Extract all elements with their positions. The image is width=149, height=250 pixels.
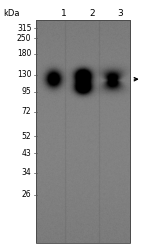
Text: 180: 180 bbox=[17, 50, 31, 58]
Text: 52: 52 bbox=[22, 132, 31, 140]
Text: 34: 34 bbox=[22, 168, 31, 177]
Text: 3: 3 bbox=[117, 10, 123, 18]
Text: 2: 2 bbox=[89, 10, 95, 18]
Text: 250: 250 bbox=[17, 34, 31, 42]
Text: 1: 1 bbox=[61, 10, 67, 18]
Text: 315: 315 bbox=[17, 24, 31, 33]
Text: 95: 95 bbox=[22, 88, 31, 96]
Text: kDa: kDa bbox=[3, 10, 20, 18]
Text: 72: 72 bbox=[22, 107, 31, 116]
Text: 130: 130 bbox=[17, 70, 31, 79]
Bar bbox=[36, 20, 130, 242]
Text: 26: 26 bbox=[22, 190, 31, 199]
Text: 43: 43 bbox=[22, 149, 31, 158]
